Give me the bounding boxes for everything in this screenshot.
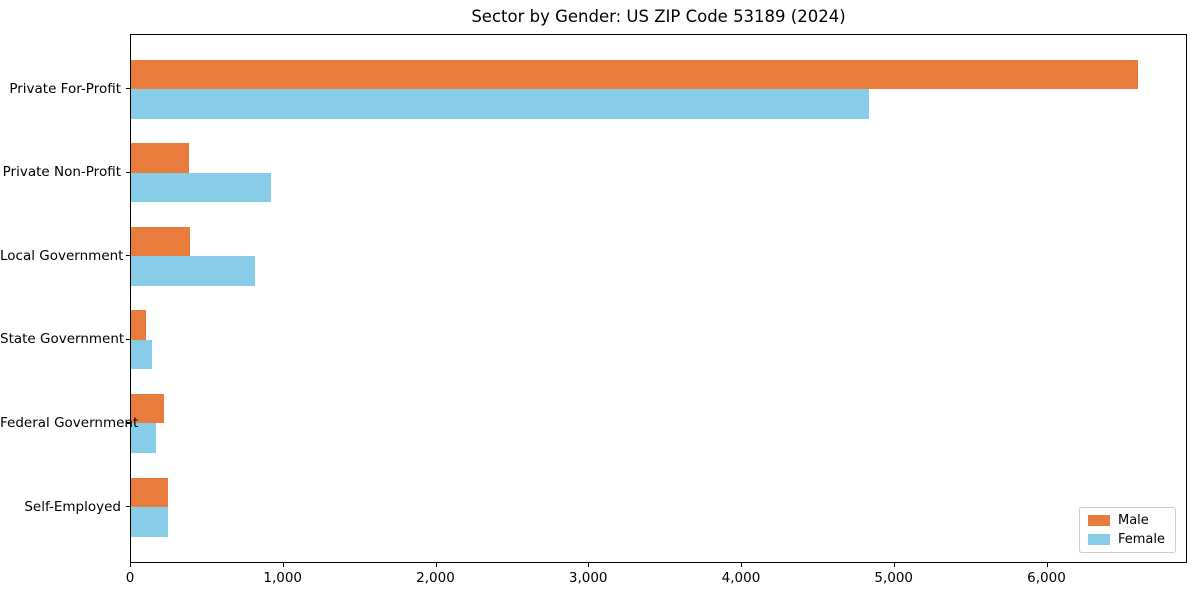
x-tick-label: 3,000 [568, 570, 608, 586]
x-tick-mark [1046, 563, 1048, 567]
y-tick-label-private-for-profit: Private For-Profit [9, 80, 121, 97]
y-tick-mark [126, 422, 130, 424]
bar-female-private-non-profit [131, 172, 271, 203]
y-tick-mark [126, 255, 130, 257]
y-tick-label-federal-government: Federal Government [0, 414, 139, 431]
bar-male-private-non-profit [131, 143, 189, 173]
bar-female-local-government [131, 256, 255, 286]
x-tick-label: 5,000 [874, 570, 914, 586]
x-tick-mark [588, 563, 590, 567]
x-tick-label: 2,000 [416, 570, 455, 586]
bar-male-local-government [131, 226, 190, 257]
x-tick-label: 6,000 [1027, 570, 1066, 586]
legend-swatch-female [1087, 534, 1110, 545]
x-tick-mark [893, 563, 895, 567]
legend-item-female: Female [1087, 532, 1165, 547]
x-tick-mark [282, 563, 284, 567]
x-tick-label: 1,000 [263, 570, 303, 586]
x-tick-mark [130, 563, 132, 567]
bar-male-self-employed [131, 477, 169, 507]
plot-area: Male Female [130, 34, 1187, 563]
y-tick-mark [126, 88, 130, 90]
y-tick-label-local-government: Local Government [0, 247, 124, 264]
x-tick-mark [435, 563, 437, 567]
y-tick-label-state-government: State Government [0, 331, 125, 348]
x-tick-mark [741, 563, 743, 567]
y-tick-mark [126, 338, 130, 341]
bar-female-self-employed [131, 507, 168, 537]
bar-male-federal-government [131, 393, 164, 424]
y-tick-label-private-non-profit: Private Non-Profit [2, 164, 121, 181]
legend: Male Female [1078, 507, 1176, 553]
y-tick-label-self-employed: Self-Employed [24, 498, 121, 515]
chart-title: Sector by Gender: US ZIP Code 53189 (202… [471, 7, 846, 26]
y-tick-mark [126, 171, 130, 173]
x-tick-label: 4,000 [721, 570, 761, 586]
y-tick-mark [126, 506, 130, 508]
legend-label-female: Female [1117, 532, 1165, 547]
bar-female-federal-government [131, 423, 157, 453]
bar-female-private-for-profit [131, 89, 869, 119]
legend-swatch-male [1087, 515, 1110, 526]
legend-label-male: Male [1117, 513, 1149, 528]
legend-item-male: Male [1087, 513, 1165, 528]
x-tick-label: 0 [125, 570, 135, 586]
bar-male-state-government [131, 310, 147, 340]
bar-male-private-for-profit [131, 59, 1138, 89]
bar-female-state-government [131, 339, 153, 370]
